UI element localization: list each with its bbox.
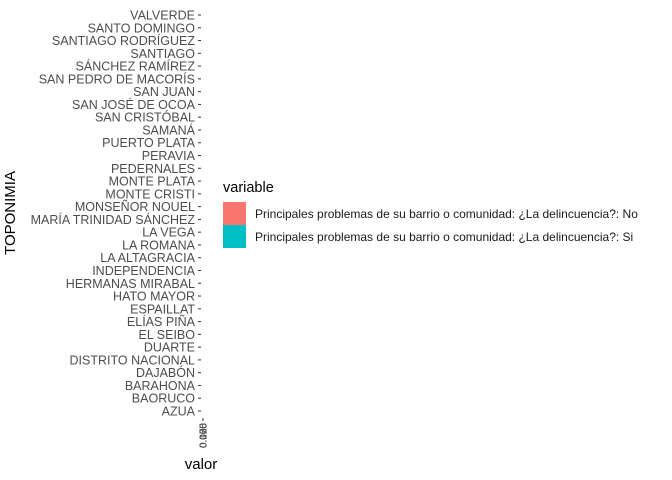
y-tick-label: PUERTO PLATA xyxy=(102,136,196,150)
y-tick-label: SANTIAGO xyxy=(130,47,195,61)
y-tick-label: VALVERDE xyxy=(130,9,195,23)
legend-label-no: Principales problemas de su barrio o com… xyxy=(255,207,638,221)
legend-key-si xyxy=(223,225,246,248)
x-tick-label: 0.050 xyxy=(199,423,210,448)
y-tick-label: PEDERNALES xyxy=(111,162,195,176)
y-tick-label: SANTIAGO RODRÍGUEZ xyxy=(52,33,195,48)
y-tick-label: MONSEÑOR NOUEL xyxy=(75,200,195,214)
y-tick-label: EL SEIBO xyxy=(138,328,195,342)
legend-item-si: Principales problemas de su barrio o com… xyxy=(223,225,633,248)
y-tick-label: LA ROMANA xyxy=(122,238,196,252)
y-tick-label: DISTRITO NACIONAL xyxy=(70,353,196,367)
y-tick-label: ESPAILLAT xyxy=(130,302,195,316)
y-tick-label: SAN JUAN xyxy=(133,85,195,99)
x-tick-label: 0.000 xyxy=(199,423,210,448)
y-tick-label: SÁNCHEZ RAMÍREZ xyxy=(76,59,196,74)
y-tick-label: PERAVIA xyxy=(142,149,196,163)
y-tick-label: SAN JOSÉ DE OCOA xyxy=(72,97,196,112)
y-tick-label: LA ALTAGRACIA xyxy=(100,251,195,265)
y-tick-label: SAN PEDRO DE MACORÍS xyxy=(39,71,195,86)
y-tick-label: MONTE PLATA xyxy=(109,175,196,189)
y-tick-label: ELÍAS PIÑA xyxy=(127,314,196,329)
x-tick-label: 0.075 xyxy=(199,423,210,448)
legend-title: variable xyxy=(223,180,274,196)
y-tick-label: DAJABÓN xyxy=(136,365,195,380)
legend: variable Principales problemas de su bar… xyxy=(223,180,638,248)
y-tick-label: SANTO DOMINGO xyxy=(88,21,196,35)
y-tick-label: AZUA xyxy=(162,405,196,419)
legend-label-si: Principales problemas de su barrio o com… xyxy=(255,230,633,244)
y-tick-label: INDEPENDENCIA xyxy=(92,264,195,278)
legend-item-no: Principales problemas de su barrio o com… xyxy=(223,202,638,225)
y-tick-label: LA VEGA xyxy=(142,226,195,240)
y-tick-label: BARAHONA xyxy=(125,379,196,393)
y-tick-label: MONTE CRISTI xyxy=(105,187,195,201)
x-tick-label: 0.100 xyxy=(199,423,210,448)
legend-key-no xyxy=(223,202,246,225)
y-tick-label: DUARTE xyxy=(144,341,195,355)
y-tick-label: MARÍA TRINIDAD SÁNCHEZ xyxy=(31,212,196,227)
y-tick-label: HERMANAS MIRABAL xyxy=(66,277,195,291)
y-tick-label: BAORUCO xyxy=(132,392,195,406)
y-tick-label: HATO MAYOR xyxy=(113,290,195,304)
y-tick-label: SAMANÁ xyxy=(142,122,195,137)
y-axis-title: TOPONIMIA xyxy=(2,171,19,255)
x-tick-label: 0.025 xyxy=(199,423,210,448)
x-axis-title: valor xyxy=(185,456,218,473)
y-tick-label: SAN CRISTÓBAL xyxy=(95,110,195,125)
